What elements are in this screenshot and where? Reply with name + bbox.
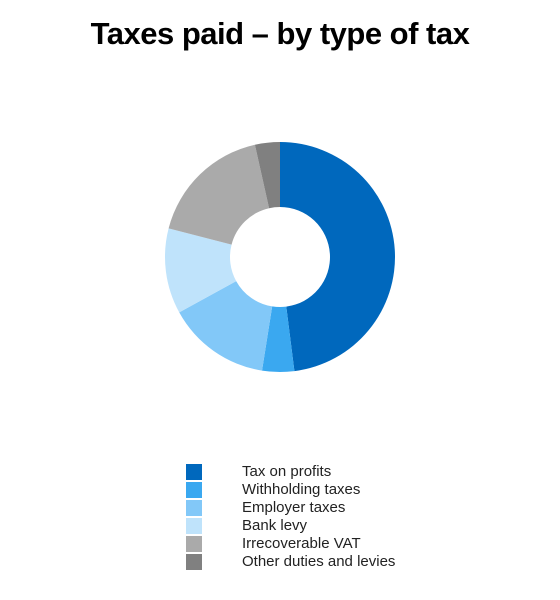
donut-slice	[165, 228, 237, 313]
legend-swatch	[186, 554, 202, 570]
legend-label: Withholding taxes	[242, 481, 360, 498]
legend-label: Employer taxes	[242, 499, 345, 516]
legend-swatch	[186, 464, 202, 480]
legend-swatch	[186, 482, 202, 498]
donut-slice	[254, 142, 280, 209]
legend-label: Irrecoverable VAT	[242, 535, 361, 552]
legend-label: Other duties and levies	[242, 553, 395, 570]
donut-slice	[280, 142, 396, 372]
donut-slice	[179, 281, 273, 371]
legend-swatch	[186, 500, 202, 516]
legend-label: Tax on profits	[242, 463, 331, 480]
legend-swatch	[186, 536, 202, 552]
chart-title: Taxes paid – by type of tax	[91, 16, 471, 51]
legend-label: Bank levy	[242, 517, 308, 534]
legend-swatch	[186, 518, 202, 534]
donut-slice	[168, 144, 270, 245]
donut-slice	[262, 306, 295, 372]
